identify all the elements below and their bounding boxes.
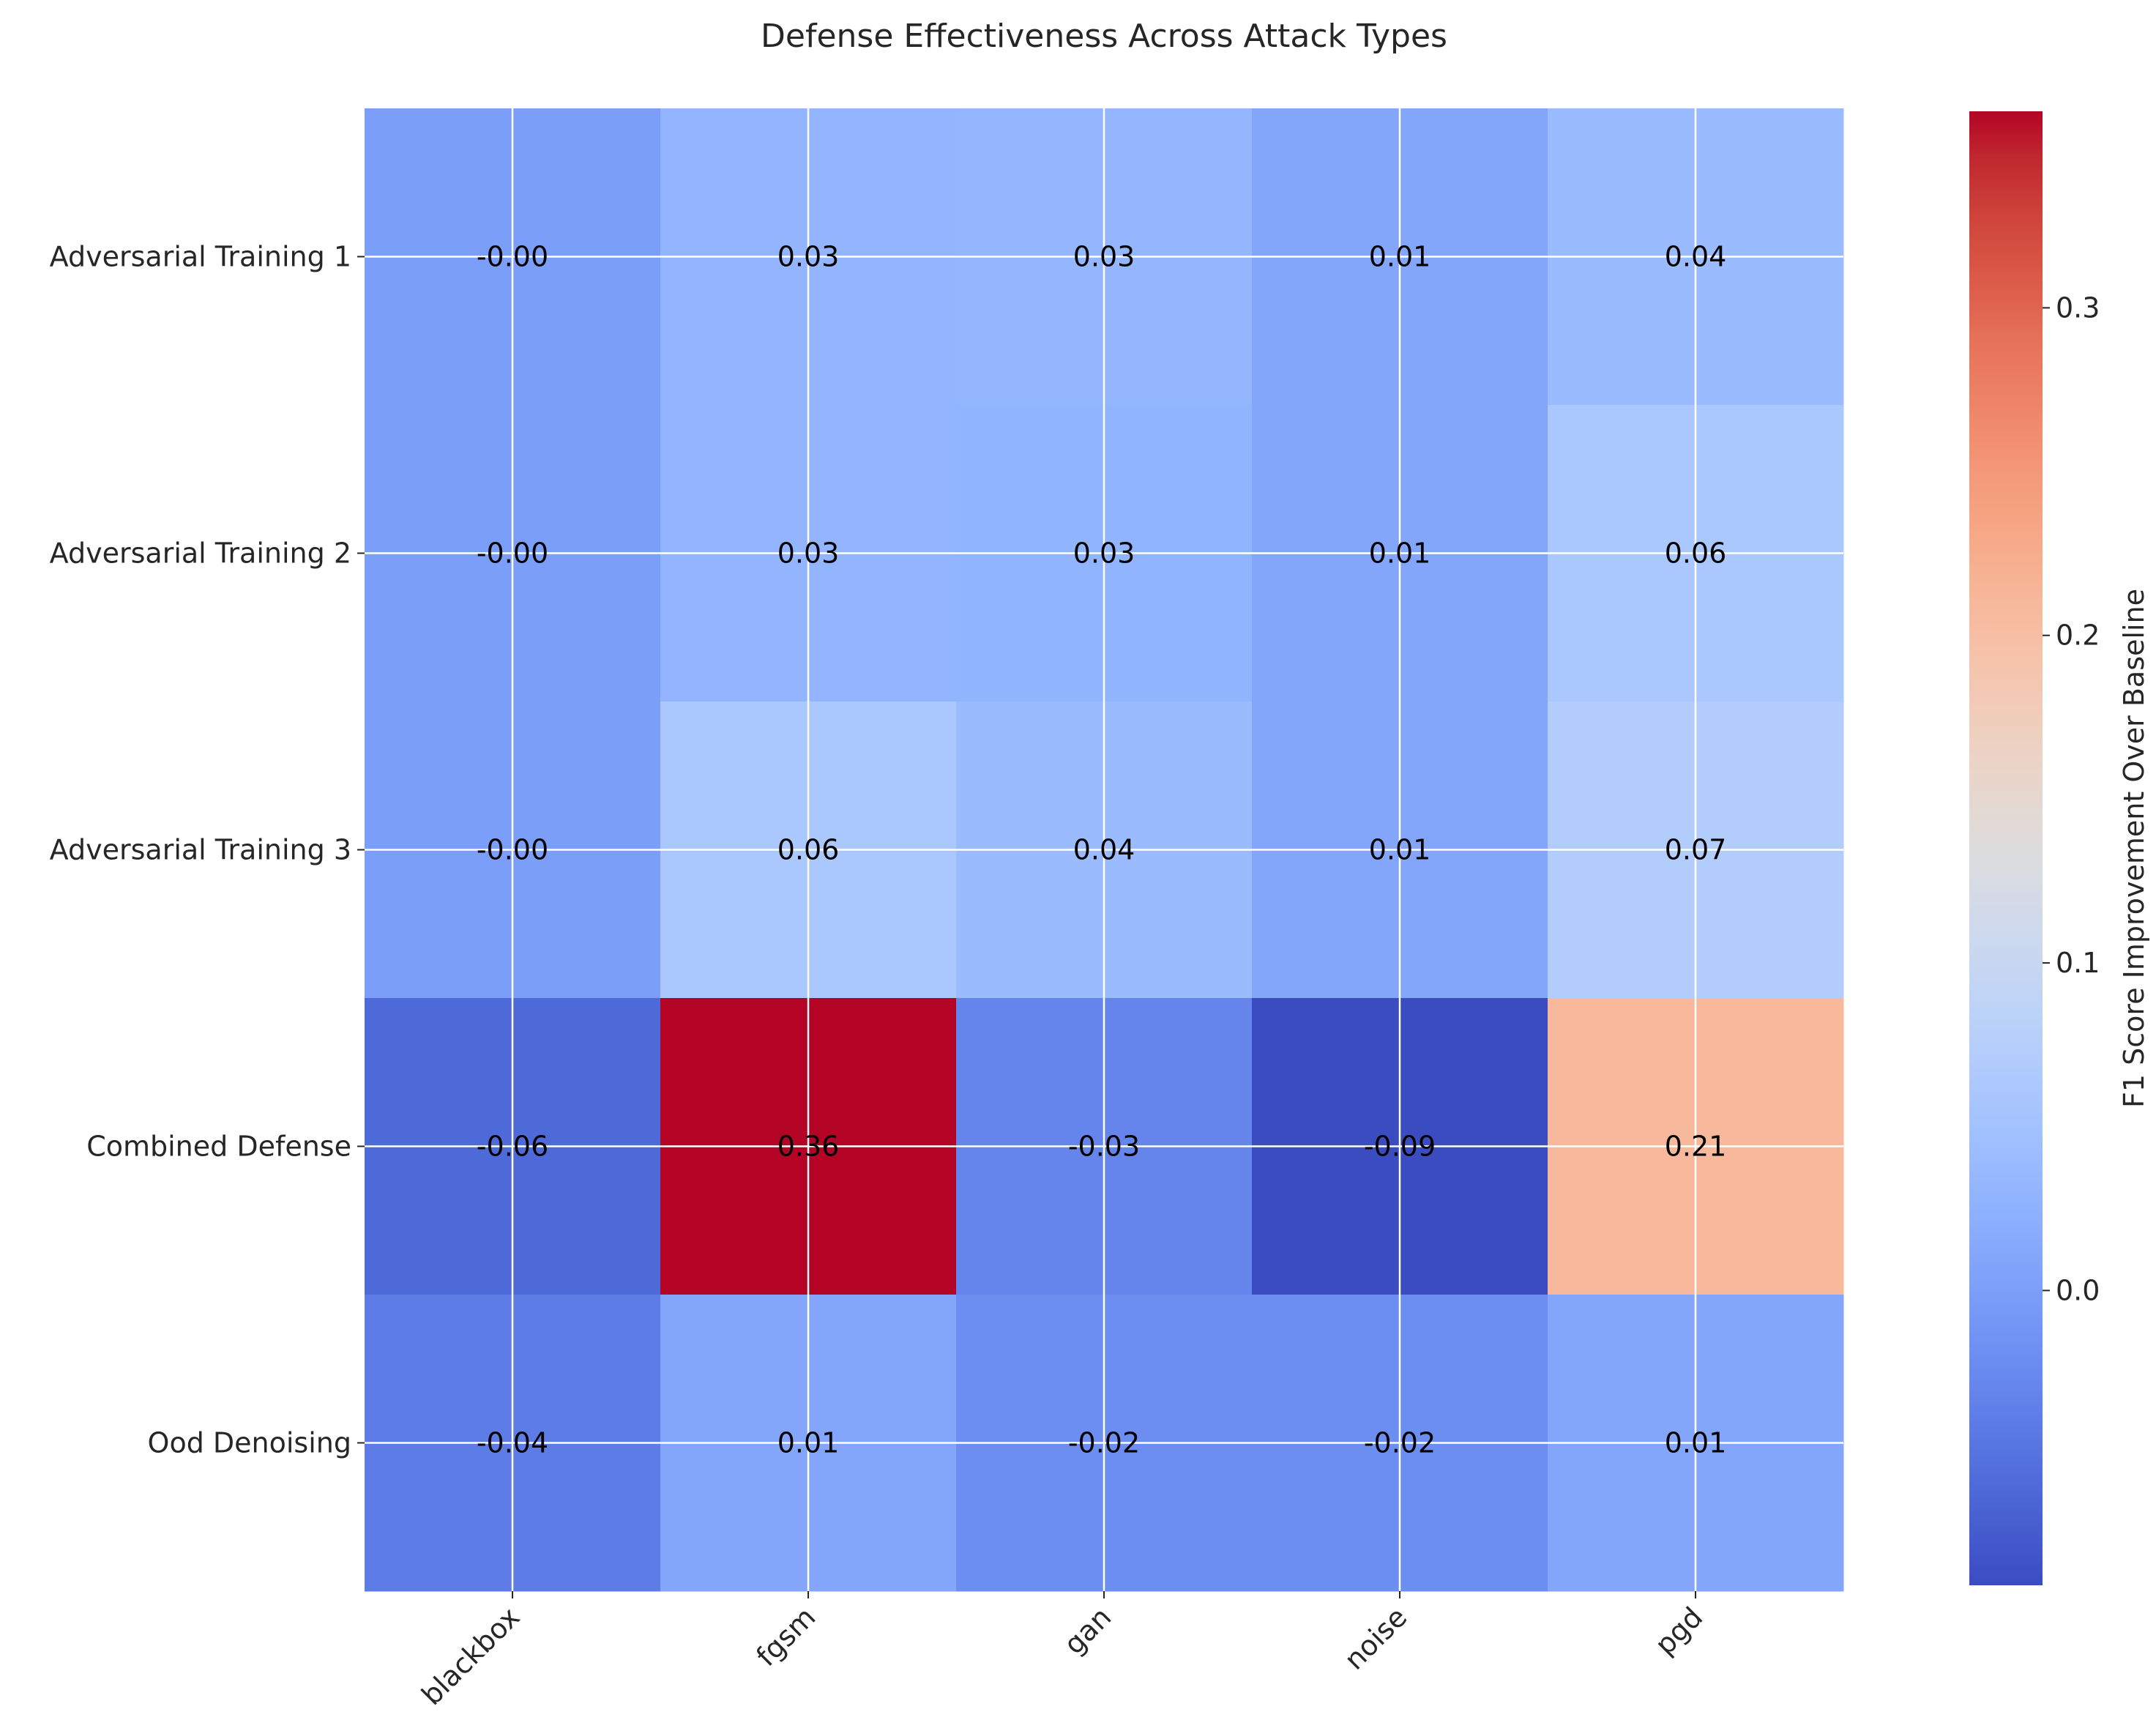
cell-value-label: -0.02 (1364, 1427, 1436, 1459)
cell-value-label: 0.01 (1369, 241, 1431, 273)
colorbar-ticks: 0.0 0.1 0.2 0.3 (2043, 291, 2100, 1306)
cell-value-label: -0.00 (477, 241, 548, 273)
cell-value-label: 0.06 (777, 834, 840, 866)
colorbar-label: F1 Score Improvement Over Baseline (2118, 589, 2150, 1108)
cell-value-label: 0.01 (1369, 537, 1431, 570)
y-tick-label: Adversarial Training 1 (50, 241, 351, 273)
cell-value-label: -0.06 (477, 1131, 548, 1163)
cell-value-label: 0.04 (1073, 834, 1135, 866)
cell-value-label: -0.02 (1068, 1427, 1140, 1459)
y-tick-label: Adversarial Training 3 (50, 834, 351, 866)
x-tick-label: blackbox (415, 1601, 526, 1711)
cell-value-label: 0.03 (1073, 537, 1135, 570)
x-tick-label: gan (1058, 1601, 1118, 1661)
colorbar: 0.0 0.1 0.2 0.3 F1 Score Improvement Over B… (1969, 111, 2150, 1585)
colorbar-tick-label: 0.2 (2056, 619, 2100, 652)
cell-value-label: -0.09 (1364, 1131, 1436, 1163)
y-tick-label: Ood Denoising (148, 1427, 351, 1459)
colorbar-tick-label: 0.3 (2056, 291, 2100, 324)
cell-value-label: -0.04 (477, 1427, 548, 1459)
cell-value-label: 0.03 (777, 537, 840, 570)
cell-value-label: 0.01 (1665, 1427, 1727, 1459)
cell-value-label: 0.01 (1369, 834, 1431, 866)
cell-value-label: 0.21 (1665, 1131, 1727, 1163)
colorbar-gradient (1969, 111, 2043, 1585)
y-axis-ticks: Adversarial Training 1 Adversarial Traini… (50, 241, 365, 1459)
heatmap-cell-labels: -0.00 0.03 0.03 0.01 0.04 -0.00 0.03 0.03 0.01 0.… (477, 241, 1726, 1459)
cell-value-label: 0.03 (1073, 241, 1135, 273)
x-tick-label: fgsm (750, 1601, 822, 1672)
cell-value-label: 0.07 (1665, 834, 1727, 866)
x-tick-label: pgd (1649, 1601, 1709, 1661)
colorbar-tick-label: 0.0 (2056, 1274, 2100, 1306)
cell-value-label: -0.03 (1068, 1131, 1140, 1163)
chart-title: Defense Effectiveness Across Attack Type… (761, 18, 1447, 55)
cell-value-label: -0.00 (477, 834, 548, 866)
x-axis-ticks: blackbox fgsm gan noise pgd (415, 1591, 1709, 1711)
cell-value-label: 0.03 (777, 241, 840, 273)
cell-value-label: 0.01 (777, 1427, 840, 1459)
cell-value-label: -0.00 (477, 537, 548, 570)
x-tick-label: noise (1338, 1601, 1414, 1676)
heatmap-grid (365, 108, 1843, 1591)
cell-value-label: 0.06 (1665, 537, 1727, 570)
colorbar-tick-label: 0.1 (2056, 947, 2100, 979)
cell-value-label: 0.04 (1665, 241, 1727, 273)
cell-value-label: 0.36 (777, 1131, 840, 1163)
y-tick-label: Combined Defense (86, 1131, 351, 1163)
y-tick-label: Adversarial Training 2 (50, 537, 351, 570)
